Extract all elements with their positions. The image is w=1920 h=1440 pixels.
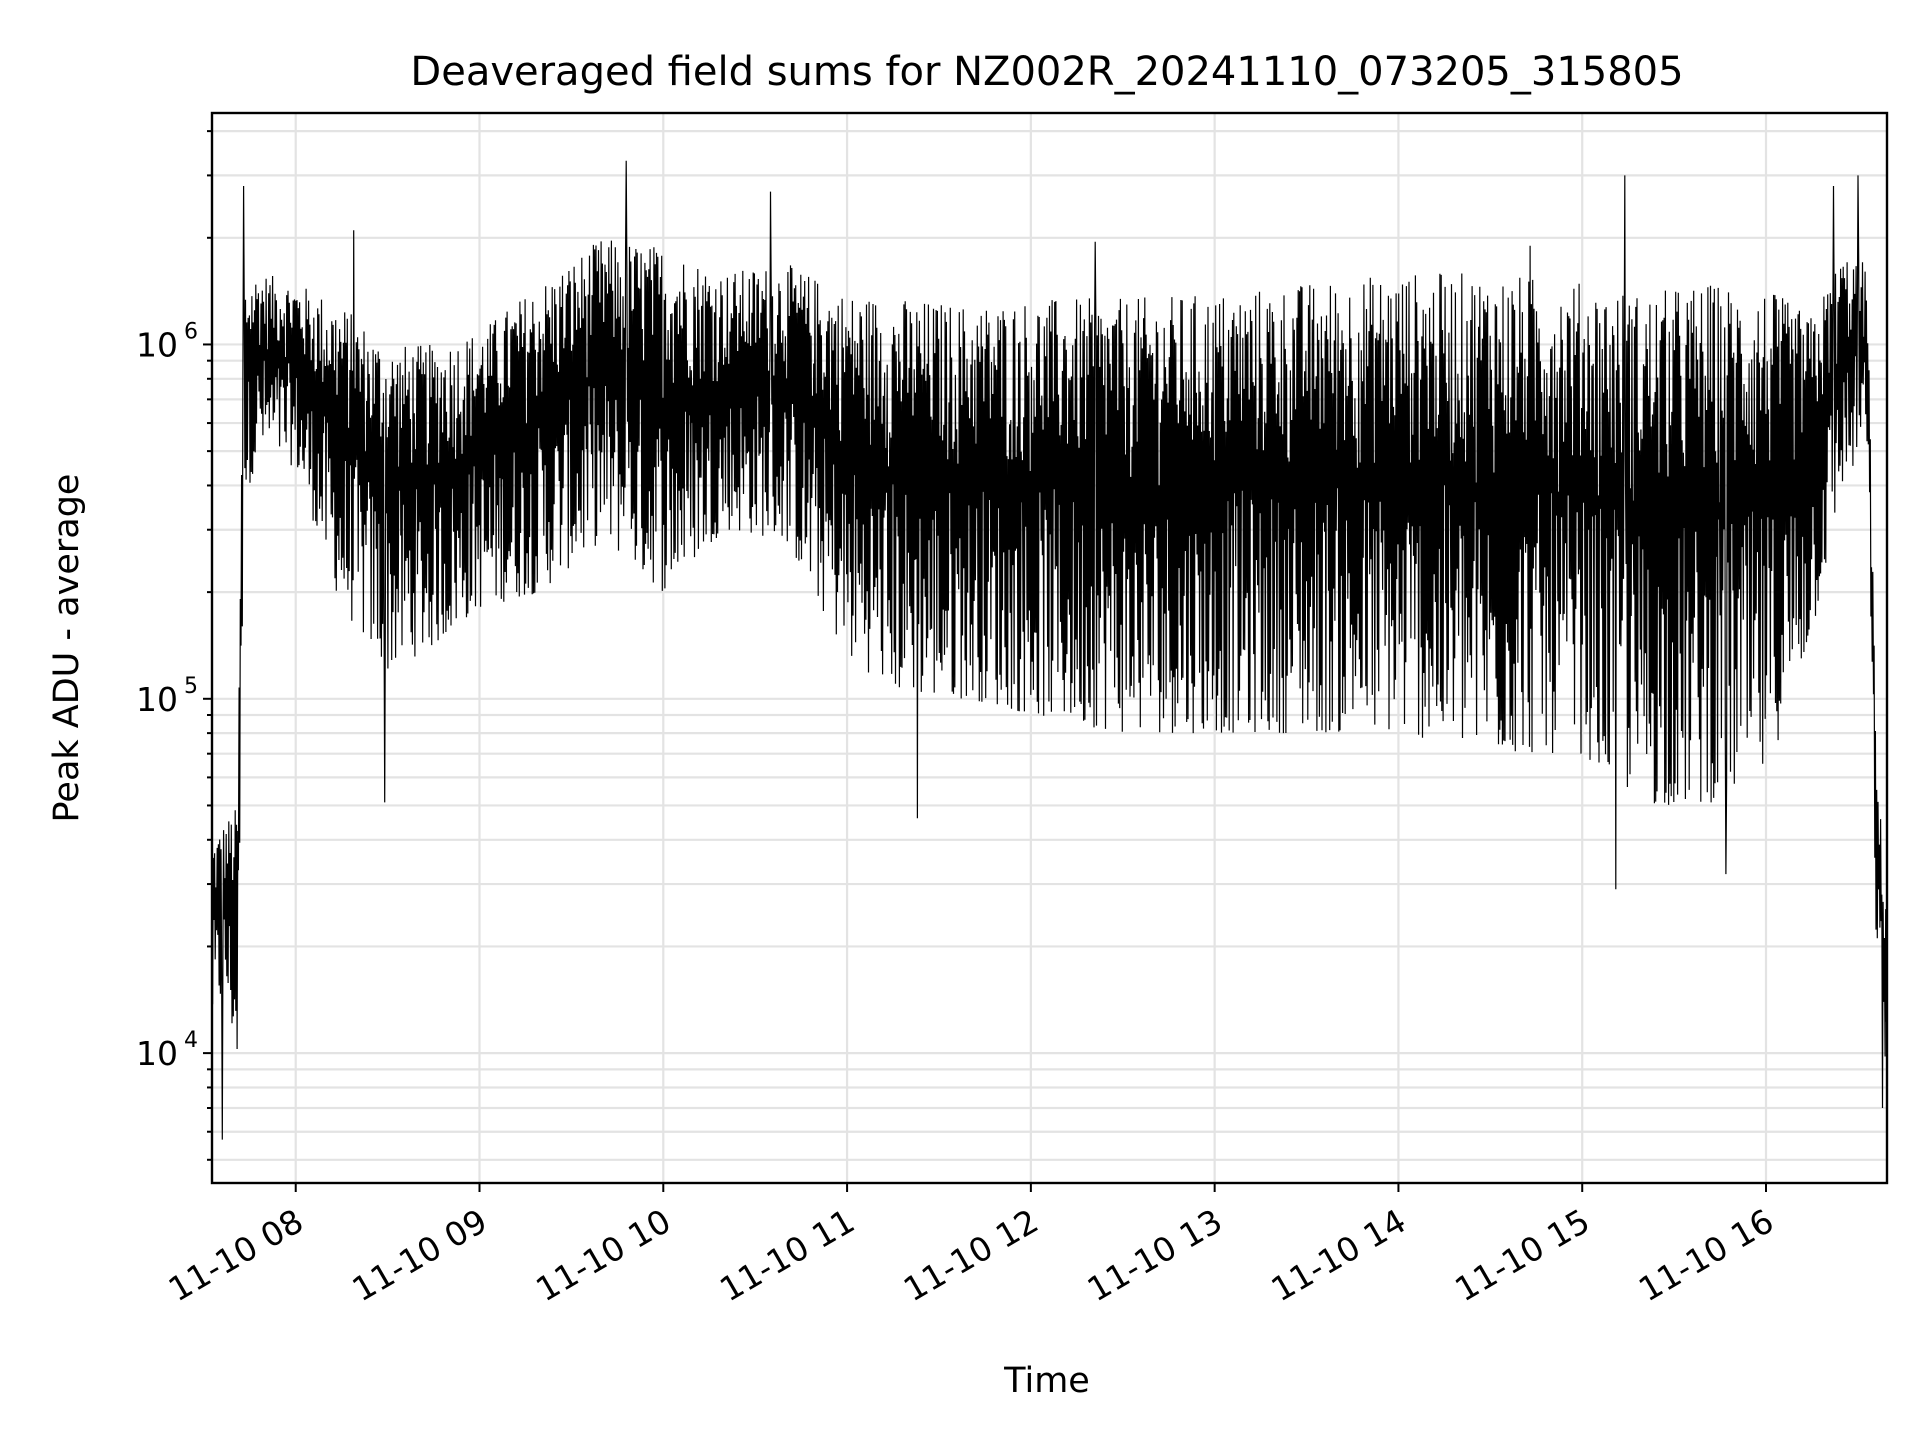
y-tick-exponent: 5 xyxy=(184,674,198,699)
y-tick-label: 10 xyxy=(136,680,178,719)
chart-title: Deaveraged field sums for NZ002R_2024111… xyxy=(410,49,1683,95)
data-series xyxy=(211,160,1888,1140)
y-tick-exponent: 4 xyxy=(184,1028,198,1053)
y-tick-label: 10 xyxy=(136,1034,178,1073)
y-tick-label: 10 xyxy=(136,325,178,364)
x-axis-label: Time xyxy=(1003,1361,1090,1401)
plot-frame xyxy=(210,111,1889,1185)
series-line xyxy=(211,160,1888,1140)
y-tick-exponent: 6 xyxy=(184,319,198,344)
y-axis-label: Peak ADU - average xyxy=(47,474,87,823)
